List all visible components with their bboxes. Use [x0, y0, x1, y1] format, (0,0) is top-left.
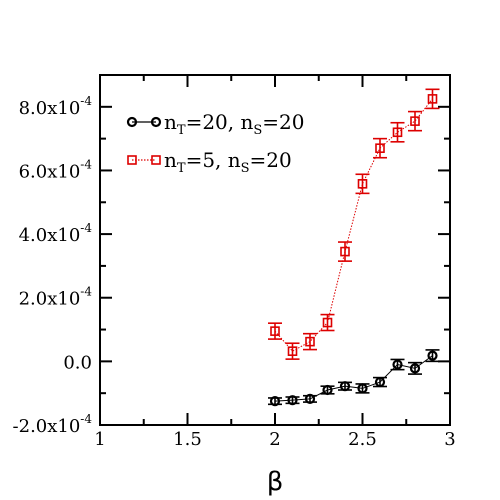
legend-text-part: n: [164, 148, 177, 172]
data-point: [427, 350, 438, 361]
x-tick-label: 1: [94, 429, 105, 450]
y-tick-mantissa: 8.0x10: [19, 98, 81, 119]
x-axis-title: β: [267, 467, 284, 497]
data-point: [322, 384, 333, 396]
data-point: [392, 127, 403, 138]
legend-subscript: S: [241, 161, 250, 176]
y-tick-label: -2.0x10-4: [13, 412, 93, 437]
legend-marker: [151, 155, 161, 165]
y-tick-mantissa: 4.0x10: [19, 225, 81, 246]
series-line: [274, 98, 433, 352]
legend-marker: [127, 155, 137, 165]
y-tick-label: 0.0: [63, 352, 92, 373]
legend-text-part: n: [164, 110, 177, 134]
y-tick-label: 8.0x10-4: [19, 94, 93, 119]
series-line: [274, 355, 433, 402]
y-tick-exponent: -4: [80, 412, 92, 426]
data-point: [287, 346, 298, 356]
legend-subscript: T: [177, 161, 186, 176]
axes: 1 1.5 2 2.5 3-2.0x10-40.02.0x10-44.0x10-46.0…: [13, 75, 456, 450]
legend-label: nT=20, nS=20: [164, 110, 305, 138]
legend-text-part: =20, n: [186, 110, 254, 134]
x-tick-label: 2: [269, 429, 280, 450]
y-tick-mantissa: 6.0x10: [19, 161, 81, 182]
data-point: [304, 393, 316, 405]
data-point: [270, 326, 280, 336]
y-tick-mantissa: -2.0x10: [13, 416, 81, 437]
legend-marker: [126, 116, 138, 128]
data-point: [322, 317, 333, 328]
y-tick-mantissa: 2.0x10: [19, 289, 81, 310]
y-tick-label: 4.0x10-4: [19, 221, 93, 246]
y-tick-exponent: -4: [80, 221, 92, 235]
data-point: [339, 381, 351, 392]
y-tick-mantissa: 0.0: [63, 352, 92, 373]
y-tick-exponent: -4: [80, 94, 92, 108]
legend-text-part: =5, n: [186, 148, 241, 172]
legend-text-part: =20: [250, 148, 292, 172]
data-point: [340, 246, 350, 257]
data-point: [375, 143, 385, 153]
data-point: [357, 179, 368, 189]
data-point: [392, 359, 403, 370]
x-tick-label: 2.5: [348, 429, 377, 450]
x-tick-label: 3: [444, 429, 455, 450]
legend-marker: [150, 116, 162, 128]
data-point: [305, 336, 315, 347]
series-layer: [268, 88, 440, 407]
data-point: [410, 116, 420, 126]
series-1: [268, 349, 440, 407]
data-point: [287, 395, 298, 406]
series-2: [268, 88, 440, 360]
y-tick-exponent: -4: [80, 285, 92, 299]
legend-label: nT=5, nS=20: [164, 148, 292, 176]
legend-subscript: T: [177, 123, 186, 138]
y-tick-label: 2.0x10-4: [19, 285, 93, 310]
legend-subscript: S: [253, 123, 262, 138]
data-point: [357, 383, 368, 394]
legend-entry-2: nT=5, nS=20: [127, 148, 292, 176]
data-point: [409, 363, 421, 374]
y-tick-exponent: -4: [80, 157, 92, 171]
y-tick-label: 6.0x10-4: [19, 157, 93, 182]
data-point: [374, 376, 386, 388]
legend-text-part: =20: [262, 110, 304, 134]
x-tick-label: 1.5: [173, 429, 202, 450]
data-point: [427, 94, 438, 104]
data-point: [269, 396, 281, 407]
legend-entry-1: nT=20, nS=20: [126, 110, 305, 138]
